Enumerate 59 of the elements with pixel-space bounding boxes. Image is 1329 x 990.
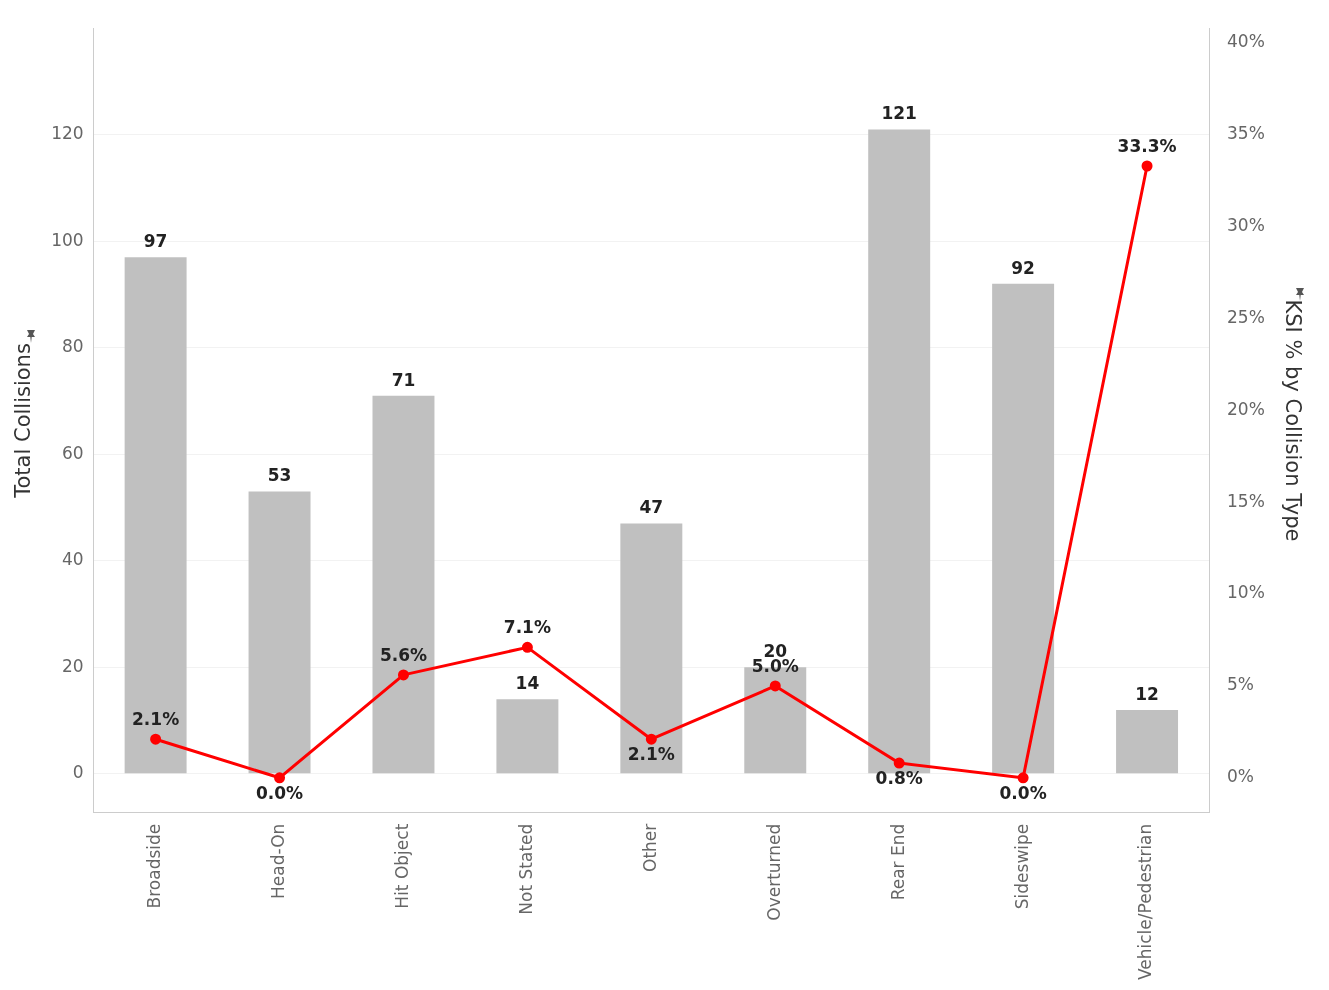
y-axis-title: Total Collisions	[11, 343, 36, 499]
data-label: 14	[515, 673, 540, 694]
bar	[1116, 709, 1179, 774]
point	[150, 733, 162, 745]
x-tick-label: Head-On	[267, 823, 288, 899]
y-tick-label: 40	[62, 549, 84, 570]
y-tick-label: 20	[62, 655, 84, 676]
data-label: 12	[1135, 683, 1159, 704]
bar	[620, 523, 683, 774]
point	[1141, 160, 1153, 172]
data-label: 47	[639, 497, 664, 518]
y2-tick-label: 35%	[1227, 123, 1265, 144]
data-label: 53	[267, 465, 292, 486]
x-tick-label: Hit Object	[391, 823, 412, 909]
point	[1017, 772, 1029, 784]
y2-axis-title: KSI % by Collision Type	[1280, 299, 1305, 542]
x-tick-label: Overturned	[763, 823, 784, 921]
y2-tick-label: 25%	[1227, 306, 1265, 327]
bar	[248, 491, 311, 774]
data-label: 71	[391, 369, 416, 390]
y2-tick-label: 15%	[1227, 490, 1265, 511]
x-tick-label: Vehicle/Pedestrian	[1135, 823, 1156, 981]
y2-tick-label: 0%	[1227, 766, 1254, 787]
y2-tick-label: 5%	[1227, 674, 1254, 695]
y2-tick-label: 20%	[1227, 398, 1265, 419]
bar	[124, 257, 187, 774]
data-label: 2.1%	[132, 709, 180, 730]
point	[893, 757, 905, 769]
y-tick-label: 0	[72, 762, 84, 783]
data-label: 33.3%	[1117, 135, 1177, 156]
data-label: 121	[881, 103, 917, 124]
data-label: 92	[1011, 257, 1035, 278]
data-label: 97	[143, 231, 168, 252]
y2-tick-label: 40%	[1227, 31, 1265, 52]
x-tick-label: Sideswipe	[1011, 823, 1032, 910]
data-label: 0.8%	[875, 768, 923, 789]
point	[645, 733, 657, 745]
bar	[992, 283, 1055, 774]
bar	[372, 395, 435, 774]
data-label: 0.0%	[255, 782, 304, 803]
data-label: 5.6%	[379, 644, 428, 665]
y-tick-label: 100	[51, 229, 84, 250]
point	[397, 669, 409, 681]
data-label: 0.0%	[999, 782, 1047, 803]
y-tick-label: 120	[51, 123, 84, 144]
bar	[496, 699, 559, 774]
x-tick-label: Not Stated	[515, 823, 536, 915]
x-tick-label: Rear End	[887, 823, 908, 901]
point	[769, 680, 781, 692]
y2-tick-label: 10%	[1227, 582, 1265, 603]
x-tick-label: Broadside	[144, 823, 165, 909]
y-tick-label: 60	[62, 442, 84, 463]
x-tick-label: Other	[639, 823, 660, 872]
y-tick-label: 80	[62, 336, 84, 357]
data-label: 7.1%	[503, 617, 551, 638]
y2-tick-label: 30%	[1227, 215, 1265, 236]
data-label: 2.1%	[627, 744, 675, 765]
point	[274, 772, 286, 784]
point	[521, 641, 533, 653]
